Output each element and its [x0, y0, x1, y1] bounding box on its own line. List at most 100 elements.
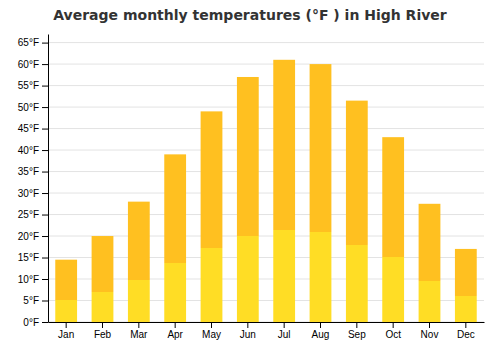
x-axis-line	[49, 322, 485, 323]
grid-line	[48, 64, 484, 65]
y-tick-mark	[42, 322, 48, 323]
x-tick: Mar	[130, 322, 148, 340]
bar	[382, 137, 404, 322]
y-tick-mark	[42, 172, 48, 173]
x-tick: Apr	[167, 322, 183, 340]
grid-line	[48, 193, 484, 194]
x-tick: Jan	[58, 322, 74, 340]
x-tick-label: Jan	[58, 329, 74, 340]
y-tick: 5°F	[23, 295, 48, 306]
y-tick-mark	[42, 258, 48, 259]
x-tick-label: Aug	[312, 329, 330, 340]
y-tick: 60°F	[18, 59, 48, 70]
y-tick-label: 55°F	[18, 80, 39, 91]
grid-line	[48, 85, 484, 86]
x-tick-mark	[429, 322, 430, 328]
bar	[419, 204, 441, 322]
bar	[92, 236, 114, 322]
plot: Jan Feb Mar Apr May Jun Jul Aug Sep Oct Nov Dec 0°F 5…	[18, 35, 485, 341]
x-tick: Aug	[312, 322, 330, 340]
bar	[201, 111, 223, 322]
x-tick: Jul	[278, 322, 291, 340]
y-tick: 10°F	[18, 274, 48, 285]
y-tick-label: 5°F	[23, 295, 39, 306]
grid-line	[48, 128, 484, 129]
y-tick-mark	[42, 129, 48, 130]
y-tick: 35°F	[18, 166, 48, 177]
y-tick-label: 45°F	[18, 123, 39, 134]
title: Average monthly temperatures (°F ) in Hi…	[53, 7, 447, 23]
y-tick: 50°F	[18, 102, 48, 113]
y-tick: 0°F	[23, 317, 48, 328]
x-tick: Oct	[385, 322, 401, 340]
x-tick-label: Jul	[278, 329, 291, 340]
y-tick-label: 50°F	[18, 102, 39, 113]
x-tick-label: Feb	[94, 329, 112, 340]
grid-line	[48, 107, 484, 108]
y-tick-label: 25°F	[18, 209, 39, 220]
grid	[48, 43, 484, 322]
bar	[128, 202, 150, 322]
x-tick-mark	[175, 322, 176, 328]
x-tick-mark	[102, 322, 103, 328]
y-tick-mark	[42, 215, 48, 216]
y-tick-label: 20°F	[18, 231, 39, 242]
y-tick-mark	[42, 150, 48, 151]
y-tick-label: 65°F	[18, 37, 39, 48]
y-axis-line	[48, 35, 49, 323]
y-tick-label: 30°F	[18, 188, 39, 199]
bars	[55, 60, 476, 322]
bar	[55, 260, 77, 322]
x-tick: Feb	[94, 322, 112, 340]
y-axis: 0°F 5°F 10°F 15°F 20°F 25°F 30°F 35°F 40°F 45°F 50…	[18, 35, 49, 328]
y-tick-label: 15°F	[18, 252, 39, 263]
y-tick-label: 35°F	[18, 166, 39, 177]
grid-line	[48, 171, 484, 172]
x-axis: Jan Feb Mar Apr May Jun Jul Aug Sep Oct Nov Dec	[49, 322, 485, 340]
bar	[346, 101, 368, 322]
bar	[164, 154, 186, 322]
grid-line	[48, 42, 484, 43]
bar	[455, 249, 477, 322]
y-tick-mark	[42, 279, 48, 280]
y-tick-label: 60°F	[18, 59, 39, 70]
x-tick-mark	[247, 322, 248, 328]
y-tick: 25°F	[18, 209, 48, 220]
x-tick: Dec	[457, 322, 475, 340]
x-tick-mark	[211, 322, 212, 328]
y-tick: 30°F	[18, 188, 48, 199]
y-tick: 40°F	[18, 145, 48, 156]
y-tick: 45°F	[18, 123, 48, 134]
x-tick-mark	[66, 322, 67, 328]
x-tick-mark	[393, 322, 394, 328]
y-tick-label: 0°F	[23, 317, 39, 328]
x-tick-mark	[356, 322, 357, 328]
x-tick-label: Mar	[130, 329, 148, 340]
y-tick-mark	[42, 43, 48, 44]
y-tick-mark	[42, 64, 48, 65]
y-tick-mark	[42, 107, 48, 108]
x-tick-label: Jun	[240, 329, 256, 340]
grid-line	[48, 150, 484, 151]
bar	[273, 60, 295, 322]
y-tick-mark	[42, 86, 48, 87]
x-tick-mark	[138, 322, 139, 328]
x-tick-label: Nov	[421, 329, 439, 340]
y-tick: 55°F	[18, 80, 48, 91]
y-tick: 15°F	[18, 252, 48, 263]
x-tick: Sep	[348, 322, 366, 340]
x-tick-label: May	[202, 329, 221, 340]
y-tick-mark	[42, 193, 48, 194]
x-tick-mark	[465, 322, 466, 328]
y-tick-mark	[42, 301, 48, 302]
x-tick: Jun	[240, 322, 256, 340]
x-tick-mark	[284, 322, 285, 328]
y-tick: 20°F	[18, 231, 48, 242]
y-tick-mark	[42, 236, 48, 237]
x-tick-mark	[320, 322, 321, 328]
x-tick-label: Apr	[167, 329, 183, 340]
x-tick: Nov	[421, 322, 439, 340]
y-tick: 65°F	[18, 37, 48, 48]
bar	[310, 64, 332, 322]
y-tick-label: 40°F	[18, 145, 39, 156]
